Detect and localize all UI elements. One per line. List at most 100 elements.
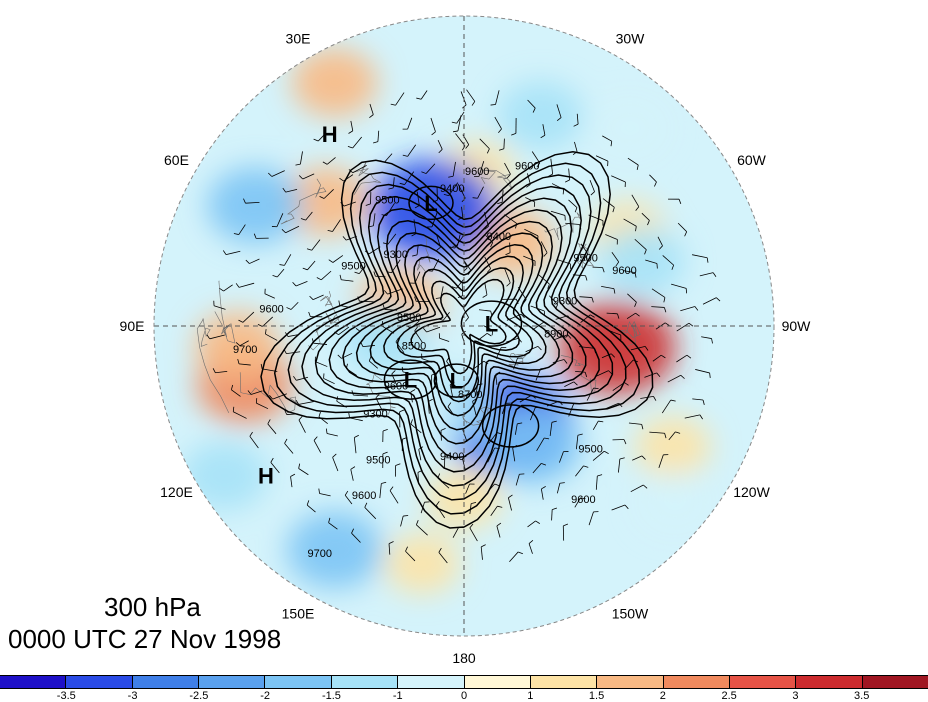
wind-barb [247, 390, 263, 395]
coastline [214, 280, 236, 344]
contour-label: 9600 [384, 380, 408, 392]
closed-low-contour [408, 185, 454, 221]
wind-barb [212, 368, 228, 374]
wind-barb [651, 288, 666, 303]
height-contour [328, 209, 587, 459]
wind-barb [451, 111, 465, 124]
anomaly-blob [484, 406, 581, 484]
colorbar-swatch [796, 676, 863, 688]
wind-barb [235, 282, 255, 288]
height-contour [287, 174, 627, 501]
wind-barb [421, 163, 436, 174]
wind-barb [249, 431, 259, 449]
high-center-label: H [258, 463, 274, 488]
wind-barb [692, 254, 709, 263]
wind-barb [298, 173, 315, 180]
valid-time-title: 0000 UTC 27 Nov 1998 [8, 624, 282, 654]
wind-barb [494, 116, 502, 133]
wind-barb [592, 266, 605, 273]
anomaly-blob [181, 441, 268, 511]
anomaly-blob [291, 48, 378, 118]
contour-label: 9600 [352, 490, 376, 502]
longitude-label: 30W [616, 30, 646, 46]
wind-barb [527, 520, 541, 528]
wind-barb [290, 473, 296, 488]
wind-barb [279, 254, 292, 266]
colorbar-swatch [66, 676, 133, 688]
longitude-label: 60E [164, 152, 189, 168]
wind-barb [611, 504, 629, 511]
colorbar-swatch [729, 676, 797, 688]
longitude-labels: 0 30W 60W 90W 120W 150W 180 150E 120E 90E 60E 30E [120, 0, 812, 666]
contour-label: 9500 [375, 194, 399, 206]
wind-barb [405, 546, 416, 562]
wind-barb [574, 497, 586, 508]
contour-label: 8700 [458, 389, 482, 401]
colorbar-swatch [663, 676, 730, 688]
wind-barb [472, 186, 484, 199]
wind-barb [695, 369, 711, 378]
wind-barb [318, 488, 331, 497]
wind-barb [564, 381, 578, 387]
wind-barb [353, 434, 359, 454]
wind-barb [368, 356, 379, 369]
wind-barb [627, 157, 639, 170]
closed-low-contour [460, 300, 523, 347]
wind-barb [309, 294, 324, 301]
wind-barb [232, 406, 247, 419]
wind-barb [668, 198, 682, 205]
wind-barb [328, 517, 338, 530]
wind-barb [293, 376, 309, 381]
wind-barb [632, 455, 646, 461]
contour-label: 8500 [402, 340, 426, 352]
wind-barb [265, 329, 278, 341]
wind-barb [327, 219, 341, 232]
wind-barb [414, 191, 420, 209]
wind-barb [222, 250, 241, 255]
wind-barb [511, 117, 517, 136]
wind-barb [651, 306, 667, 313]
wind-barb [323, 373, 335, 385]
wind-barb [206, 334, 225, 340]
longitude-label: 90W [782, 318, 812, 334]
wind-barb [416, 520, 428, 536]
contour-label: 9600 [571, 494, 595, 506]
wind-barb [300, 211, 313, 221]
anomaly-blob [592, 97, 669, 159]
coastline [196, 318, 230, 414]
wind-barb [235, 340, 249, 347]
wind-barb [484, 256, 492, 273]
contour-label: 8500 [397, 312, 421, 324]
wind-barb [702, 297, 721, 305]
wind-barb [416, 90, 428, 100]
wind-barb [466, 89, 476, 106]
wind-barb [328, 255, 344, 263]
wind-barb [255, 398, 269, 410]
wind-barb [508, 494, 513, 511]
anomaly-field [181, 48, 714, 594]
wind-barb [631, 194, 640, 211]
low-center-label: L [404, 368, 417, 393]
wind-barb [281, 225, 300, 234]
wind-barb [594, 370, 613, 378]
longitude-label: 180 [452, 650, 476, 666]
wind-barb [595, 474, 603, 490]
wind-barb [230, 384, 241, 397]
contour-label: 9600 [515, 161, 539, 173]
contour-labels: 9600 9600 9500 9400 9400 9500 9600 9300 9500 9300… [233, 161, 637, 560]
wind-barb [605, 234, 618, 245]
wind-barb [399, 171, 415, 185]
wind-barb [505, 242, 511, 256]
wind-barb [257, 316, 274, 327]
anomaly-blob [286, 511, 383, 589]
wind-barb [540, 241, 548, 257]
wind-barb [430, 117, 436, 136]
wind-barb [295, 399, 314, 405]
wind-barb [662, 255, 675, 270]
colorbar-swatch [530, 676, 598, 688]
wind-barb [627, 293, 637, 307]
wind-barb [626, 312, 640, 319]
colorbar-swatch [398, 676, 465, 688]
wind-barb [465, 483, 475, 494]
